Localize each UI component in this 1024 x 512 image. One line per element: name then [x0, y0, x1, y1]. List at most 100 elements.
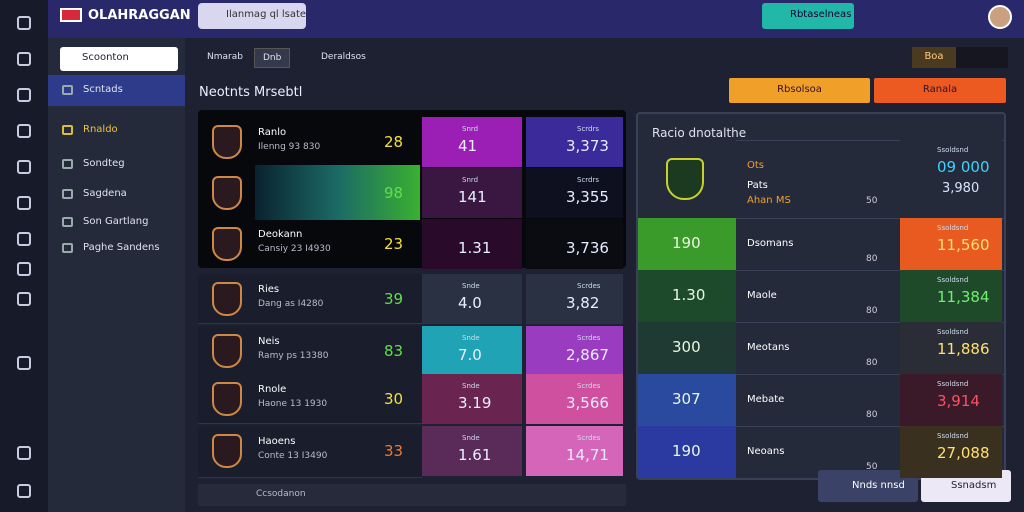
panel-name: Mebate [747, 394, 785, 405]
sidebar-item[interactable]: Sondteg [83, 158, 125, 169]
panel-cell[interactable] [900, 140, 1002, 218]
team-meta: Cansiy 23 I4930 [258, 244, 331, 254]
toggle[interactable]: Boa [912, 47, 956, 68]
stat-cell[interactable] [422, 274, 522, 324]
stat-cell[interactable] [526, 117, 623, 167]
panel-value: 3,914 [937, 392, 980, 410]
stat-label: Scrdes [577, 434, 601, 442]
stat-value: 3,736 [566, 239, 609, 257]
panel-value: 27,088 [937, 444, 990, 462]
score: 83 [384, 342, 404, 360]
rail-icon[interactable] [17, 484, 31, 498]
tab[interactable]: Nmarab [207, 52, 243, 62]
chart-area [255, 165, 420, 220]
button[interactable]: Rbsolsoa [729, 78, 870, 103]
footer-bar [198, 484, 626, 506]
stat-cell[interactable] [526, 326, 623, 376]
panel-row [638, 426, 1004, 478]
panel-name: Ots [747, 160, 765, 171]
stat-label: Snrd [462, 125, 479, 133]
tab[interactable]: Dnb [254, 48, 291, 68]
stat-cell[interactable] [422, 219, 522, 269]
panel-cell[interactable] [900, 270, 1002, 322]
panel-sub: 3,980 [942, 181, 980, 196]
stat-value: 1.31 [458, 239, 492, 257]
score: 98 [384, 184, 404, 202]
panel-row [638, 140, 1004, 218]
stat-cell[interactable] [526, 374, 623, 424]
panel-value: 11,886 [937, 340, 990, 358]
avatar[interactable] [988, 5, 1012, 29]
panel-cell[interactable] [900, 218, 1002, 270]
sidebar-item[interactable]: Son Gartlang [83, 216, 149, 227]
panel-name: Pats [747, 180, 768, 191]
team-name: Ranlo [258, 127, 287, 138]
sidebar-icon [62, 125, 73, 135]
panel-cell-value: 190 [672, 442, 701, 460]
rail-icon[interactable] [17, 356, 31, 370]
panel-cell[interactable] [900, 426, 1002, 478]
panel-cell[interactable] [900, 322, 1002, 374]
panel-cell[interactable] [638, 426, 736, 478]
stat-label: Snde [462, 434, 480, 442]
rail-icon[interactable] [17, 292, 31, 306]
rail-icon[interactable] [17, 196, 31, 210]
stat-cell[interactable] [422, 326, 522, 376]
panel-name: Neoans [747, 446, 785, 457]
rail-icon[interactable] [17, 446, 31, 460]
panel-mid: 80 [866, 254, 878, 264]
rail-icon[interactable] [17, 124, 31, 138]
tab[interactable]: Deraldsos [321, 52, 366, 62]
sidebar [48, 38, 185, 512]
stat-cell[interactable] [526, 274, 623, 324]
rail-icon[interactable] [17, 232, 31, 246]
team-badge [212, 282, 242, 316]
rail-icon[interactable] [17, 52, 31, 66]
sidebar-item[interactable]: Rnaldo [83, 124, 118, 135]
panel-cell[interactable] [638, 374, 736, 426]
team-meta: Haone 13 1930 [258, 399, 328, 409]
panel-cell-value: 1.30 [672, 286, 706, 304]
sidebar-icon [62, 189, 73, 199]
rail-icon[interactable] [17, 16, 31, 30]
sidebar-item[interactable]: Scntads [83, 84, 123, 95]
stat-cell[interactable] [526, 426, 623, 476]
rail-icon[interactable] [17, 88, 31, 102]
team-badge [666, 158, 704, 200]
button[interactable]: Ranala [874, 78, 1006, 103]
stat-value: 4.0 [458, 294, 482, 312]
stat-cell[interactable] [526, 219, 623, 269]
stat-value: 14,71 [566, 446, 609, 464]
search[interactable]: Ilanmag ql lsatel [198, 3, 309, 29]
panel-row [638, 374, 1004, 426]
team-name: Haoens [258, 436, 296, 447]
status: Ccsodanon [256, 489, 306, 499]
stat-cell[interactable] [422, 426, 522, 476]
sidebar-item[interactable]: Paghe Sandens [83, 242, 160, 253]
rail-icon[interactable] [17, 262, 31, 276]
panel-cell[interactable] [638, 218, 736, 270]
panel-cell[interactable] [638, 270, 736, 322]
stat-label: Snrd [462, 176, 479, 184]
score: 23 [384, 235, 404, 253]
stat-cell[interactable] [526, 168, 623, 218]
stat-value: 3,373 [566, 137, 609, 155]
stat-cell[interactable] [422, 374, 522, 424]
team-meta: Ramy ps 13380 [258, 351, 329, 361]
panel-cell[interactable] [900, 374, 1002, 426]
dropdown[interactable]: Scoonton [60, 47, 178, 71]
toggle[interactable] [956, 47, 1008, 68]
score: 28 [384, 133, 404, 151]
stat-cell[interactable] [422, 117, 522, 167]
rail-icon[interactable] [17, 160, 31, 174]
stat-value: 2,867 [566, 346, 609, 364]
stat-value: 41 [458, 137, 478, 155]
team-badge [212, 125, 242, 159]
action-button[interactable]: Rbtaselneas [762, 3, 854, 29]
panel-cell[interactable] [638, 322, 736, 374]
stat-cell[interactable] [422, 168, 522, 218]
sidebar-item[interactable]: Sagdena [83, 188, 127, 199]
stat-label: Scrdrs [577, 176, 600, 184]
icon-rail [0, 0, 48, 512]
stat-value: 3,82 [566, 294, 600, 312]
